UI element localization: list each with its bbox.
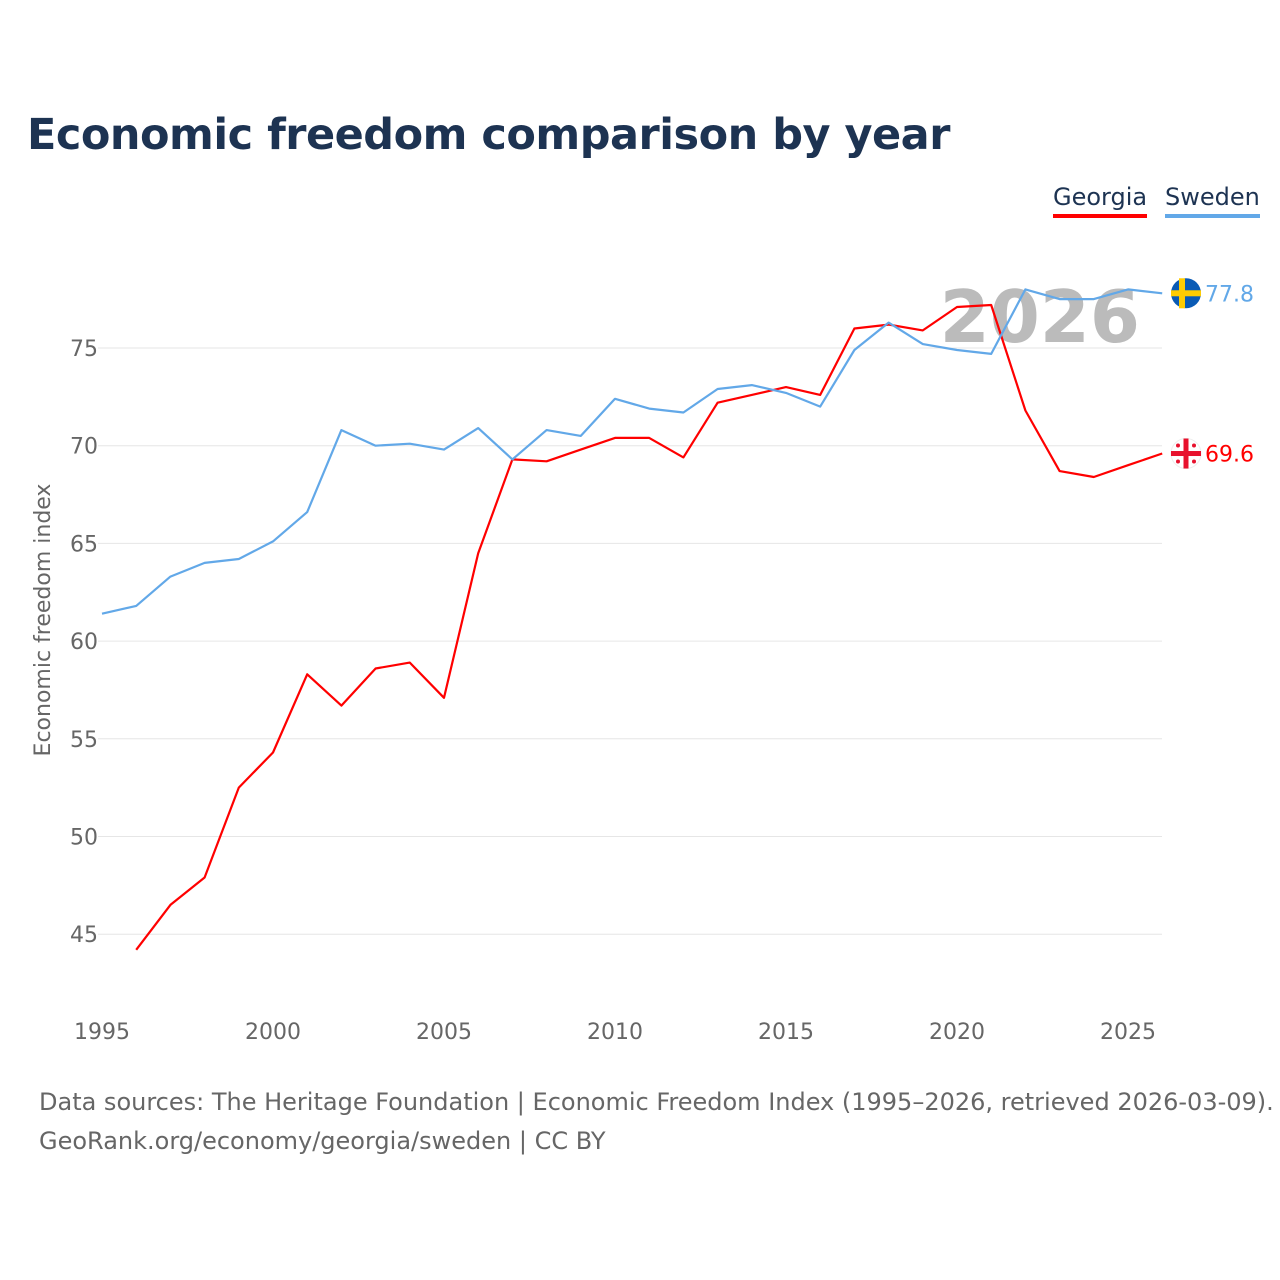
y-tick-label: 50: [70, 826, 98, 851]
georgia-flag-small-cross: [1176, 459, 1180, 464]
georgia-flag-small-cross: [1192, 459, 1196, 464]
georgia-flag-cross: [1183, 438, 1189, 469]
data-source-note: Data sources: The Heritage Foundation | …: [39, 1088, 1274, 1116]
y-tick-label: 45: [70, 923, 98, 948]
series-line-georgia: [135, 303, 1163, 951]
georgia-flag-small-cross: [1192, 443, 1196, 448]
y-tick-label: 60: [70, 630, 98, 655]
legend-sweden[interactable]: Sweden: [1165, 183, 1260, 218]
x-tick-label: 2020: [929, 1020, 985, 1045]
end-value-label-sweden: 77.8: [1205, 282, 1254, 307]
year-watermark: 2026: [940, 275, 1140, 359]
attribution-link[interactable]: GeoRank.org/economy/georgia/sweden | CC …: [39, 1127, 606, 1155]
legend-georgia[interactable]: Georgia: [1053, 183, 1148, 218]
x-tick-label: 2000: [245, 1020, 301, 1045]
x-tick-label: 2015: [758, 1020, 814, 1045]
y-tick-label: 70: [70, 435, 98, 460]
y-tick-label: 55: [70, 728, 98, 753]
x-tick-label: 2005: [416, 1020, 472, 1045]
sweden-flag-cross: [1179, 278, 1185, 309]
end-value-label-georgia: 69.6: [1205, 443, 1254, 468]
chart-title: Economic freedom comparison by year: [27, 110, 950, 160]
sweden-flag-cross: [1171, 290, 1201, 297]
y-tick-label: 65: [70, 532, 98, 557]
series-line-sweden: [101, 288, 1163, 615]
x-tick-label: 2025: [1100, 1020, 1156, 1045]
x-tick-label: 1995: [74, 1020, 130, 1045]
y-axis-label: Economic freedom index: [31, 484, 56, 757]
y-tick-label: 75: [70, 337, 98, 362]
georgia-flag-small-cross: [1176, 443, 1180, 448]
x-tick-label: 2010: [587, 1020, 643, 1045]
